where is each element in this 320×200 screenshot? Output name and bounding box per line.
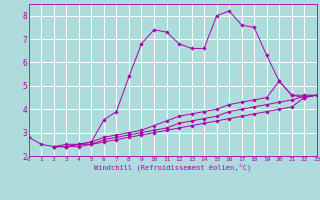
X-axis label: Windchill (Refroidissement éolien,°C): Windchill (Refroidissement éolien,°C) [94,164,252,171]
